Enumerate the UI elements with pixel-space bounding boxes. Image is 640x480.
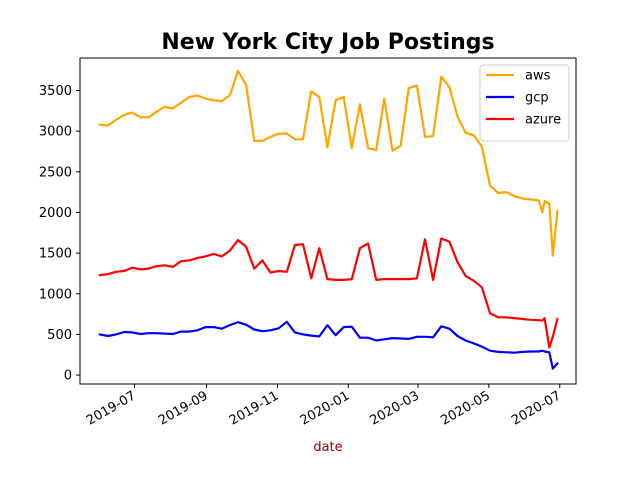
series-line-gcp <box>98 320 559 370</box>
legend-box <box>479 64 570 142</box>
series-layer <box>98 69 559 370</box>
y-tick-label: 0 <box>64 369 72 384</box>
legend-label-azure: azure <box>525 113 561 128</box>
y-tick-label: 500 <box>47 328 72 343</box>
y-tick-label: 2000 <box>39 206 72 221</box>
series-line-azure <box>98 237 559 349</box>
series-line-aws <box>98 69 559 257</box>
chart-title: New York City Job Postings <box>161 30 494 55</box>
legend-label-gcp: gcp <box>525 91 549 106</box>
legend-label-aws: aws <box>525 69 551 84</box>
y-tick-label: 1500 <box>39 247 72 262</box>
plot-frame <box>79 57 577 385</box>
y-tick-label: 2500 <box>39 165 72 180</box>
y-tick-label: 1000 <box>39 287 72 302</box>
x-axis-label: date <box>313 440 342 455</box>
legend: aws gcp azure <box>479 64 570 142</box>
y-tick-label: 3000 <box>39 125 72 140</box>
y-tick-label: 3500 <box>39 84 72 99</box>
